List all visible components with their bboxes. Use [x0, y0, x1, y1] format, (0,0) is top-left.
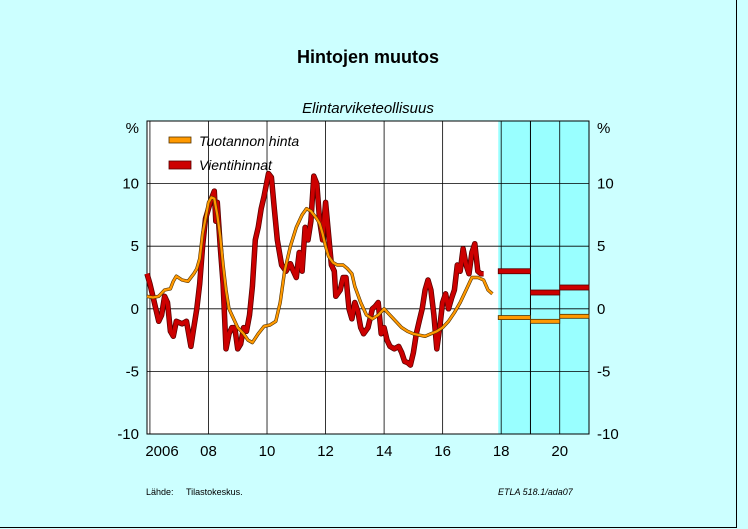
x-tick-5: 16: [434, 443, 451, 460]
chart-subtitle: Elintarviketeollisuus: [302, 100, 434, 117]
x-tick-0: 2006: [145, 443, 178, 460]
y-tick-left-3: 5: [131, 238, 139, 255]
y-tick-right-0: -10: [597, 426, 619, 443]
source-value: Tilastokeskus.: [186, 487, 243, 497]
y-unit-left: %: [126, 120, 139, 137]
forecast-bar-1-2: [559, 284, 590, 291]
forecast-bar-0-1: [530, 318, 561, 324]
x-tick-7: 20: [551, 443, 568, 460]
forecast-bar-1-0: [497, 268, 531, 275]
x-tick-2: 10: [259, 443, 276, 460]
chart-code: ETLA 518.1/ada07: [498, 487, 573, 497]
x-tick-4: 14: [376, 443, 393, 460]
legend-swatch-1: [168, 160, 192, 170]
chart-title: Hintojen muutos: [297, 47, 439, 67]
y-tick-left-1: -5: [126, 363, 139, 380]
source-label: Lähde:: [146, 487, 174, 497]
y-tick-left-0: -10: [117, 426, 139, 443]
x-tick-3: 12: [317, 443, 334, 460]
forecast-bar-0-2: [559, 313, 590, 319]
legend-label-1: Vientihinnat: [199, 157, 273, 173]
forecast-shading: [498, 121, 589, 434]
y-tick-right-2: 0: [597, 301, 605, 318]
series-line-0: [146, 196, 494, 344]
x-tick-1: 08: [200, 443, 217, 460]
y-tick-right-3: 5: [597, 238, 605, 255]
y-tick-left-4: 10: [122, 176, 139, 193]
forecast-bar-1-1: [530, 289, 561, 296]
y-tick-left-2: 0: [131, 301, 139, 318]
x-tick-6: 18: [493, 443, 510, 460]
legend-label-0: Tuotannon hinta: [199, 133, 299, 149]
y-tick-right-4: 10: [597, 176, 614, 193]
y-tick-right-1: -5: [597, 363, 610, 380]
legend-swatch-0: [168, 136, 192, 144]
y-unit-right: %: [597, 120, 610, 137]
forecast-bar-0-0: [497, 315, 531, 320]
